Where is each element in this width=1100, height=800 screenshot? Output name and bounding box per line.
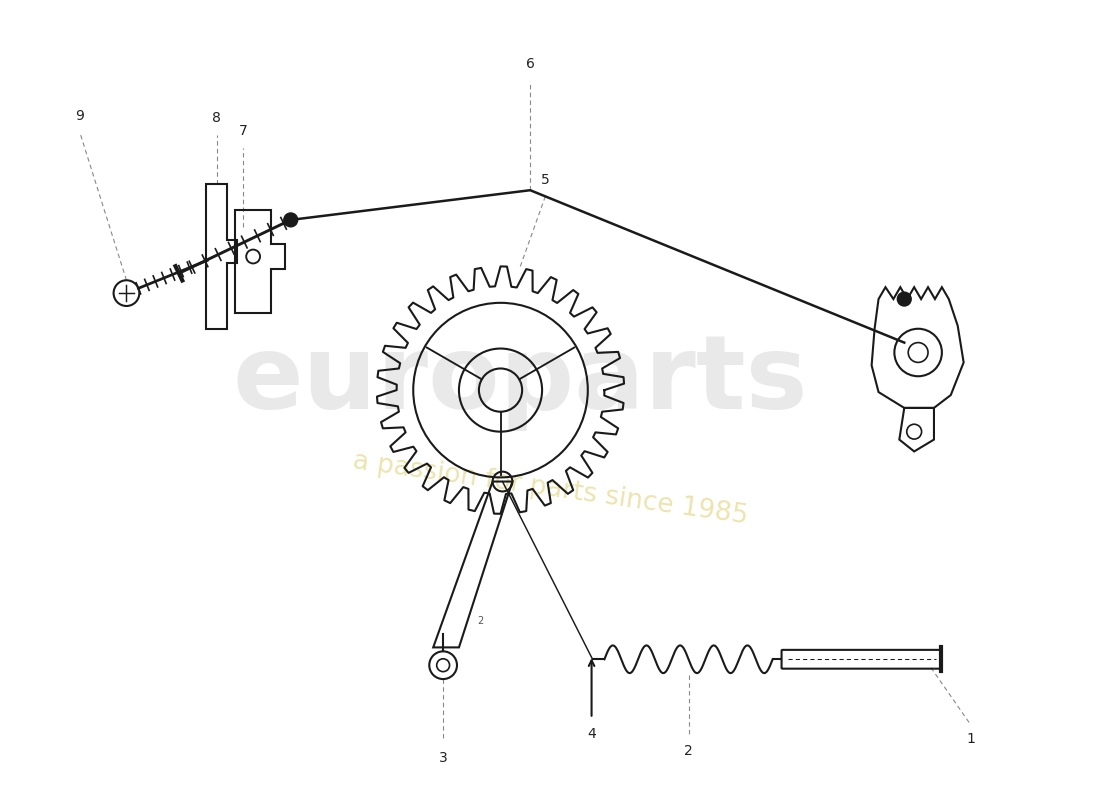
Text: 1: 1: [966, 731, 975, 746]
Circle shape: [898, 292, 911, 306]
Text: 6: 6: [526, 58, 535, 71]
Text: 3: 3: [439, 751, 448, 766]
Circle shape: [284, 213, 298, 227]
Text: a passion for parts since 1985: a passion for parts since 1985: [351, 449, 749, 530]
Text: 2: 2: [684, 744, 693, 758]
Text: 7: 7: [239, 124, 248, 138]
Text: 8: 8: [212, 111, 221, 125]
Text: 2: 2: [477, 616, 484, 626]
Text: europarts: europarts: [232, 330, 808, 430]
Text: 5: 5: [541, 174, 549, 187]
Text: 9: 9: [76, 109, 85, 123]
Text: 4: 4: [587, 726, 596, 741]
